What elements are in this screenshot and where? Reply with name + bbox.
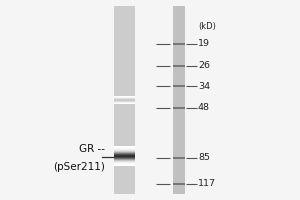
Bar [114, 153, 135, 154]
Bar [114, 96, 135, 97]
Bar [114, 156, 135, 157]
Bar [114, 6, 135, 194]
Bar [114, 159, 135, 160]
Bar [114, 157, 135, 158]
Bar [114, 97, 135, 98]
Bar [114, 147, 135, 148]
Bar [114, 101, 135, 102]
Bar [114, 158, 135, 159]
Bar [114, 161, 135, 162]
Bar [172, 107, 184, 109]
Bar [114, 98, 135, 99]
Text: 85: 85 [198, 154, 210, 162]
Text: 34: 34 [198, 82, 210, 90]
Bar [114, 163, 135, 164]
Bar [114, 99, 135, 100]
Bar [114, 159, 135, 160]
Bar [114, 154, 135, 155]
Bar [114, 162, 135, 163]
Text: GR --: GR -- [79, 144, 105, 154]
Bar [172, 65, 184, 67]
Bar [172, 157, 184, 159]
Bar [114, 103, 135, 104]
Bar [114, 161, 135, 162]
Bar [172, 183, 184, 185]
Bar [114, 100, 135, 101]
Text: 19: 19 [198, 40, 210, 48]
Text: 117: 117 [198, 180, 216, 188]
Bar [114, 158, 135, 159]
Bar [172, 43, 184, 45]
Bar [114, 152, 135, 153]
Bar [114, 160, 135, 161]
Bar [114, 165, 135, 166]
Bar [114, 149, 135, 150]
Bar [114, 150, 135, 151]
Text: 48: 48 [198, 104, 210, 112]
Bar [114, 164, 135, 165]
Text: (kD): (kD) [198, 22, 216, 31]
Bar [114, 160, 135, 161]
Text: (pSer211): (pSer211) [53, 162, 105, 172]
Bar [114, 155, 135, 156]
Bar [114, 100, 135, 101]
Bar [114, 146, 135, 147]
Bar [172, 85, 184, 87]
Bar [172, 6, 184, 194]
Bar [114, 156, 135, 157]
Text: 26: 26 [198, 62, 210, 71]
Bar [114, 154, 135, 155]
Bar [114, 99, 135, 100]
Bar [114, 155, 135, 156]
Bar [114, 157, 135, 158]
Bar [114, 101, 135, 102]
Bar [114, 151, 135, 152]
Bar [114, 150, 135, 151]
Bar [114, 102, 135, 103]
Bar [114, 153, 135, 154]
Bar [114, 151, 135, 152]
Bar [114, 148, 135, 149]
Bar [114, 152, 135, 153]
Bar [114, 98, 135, 99]
